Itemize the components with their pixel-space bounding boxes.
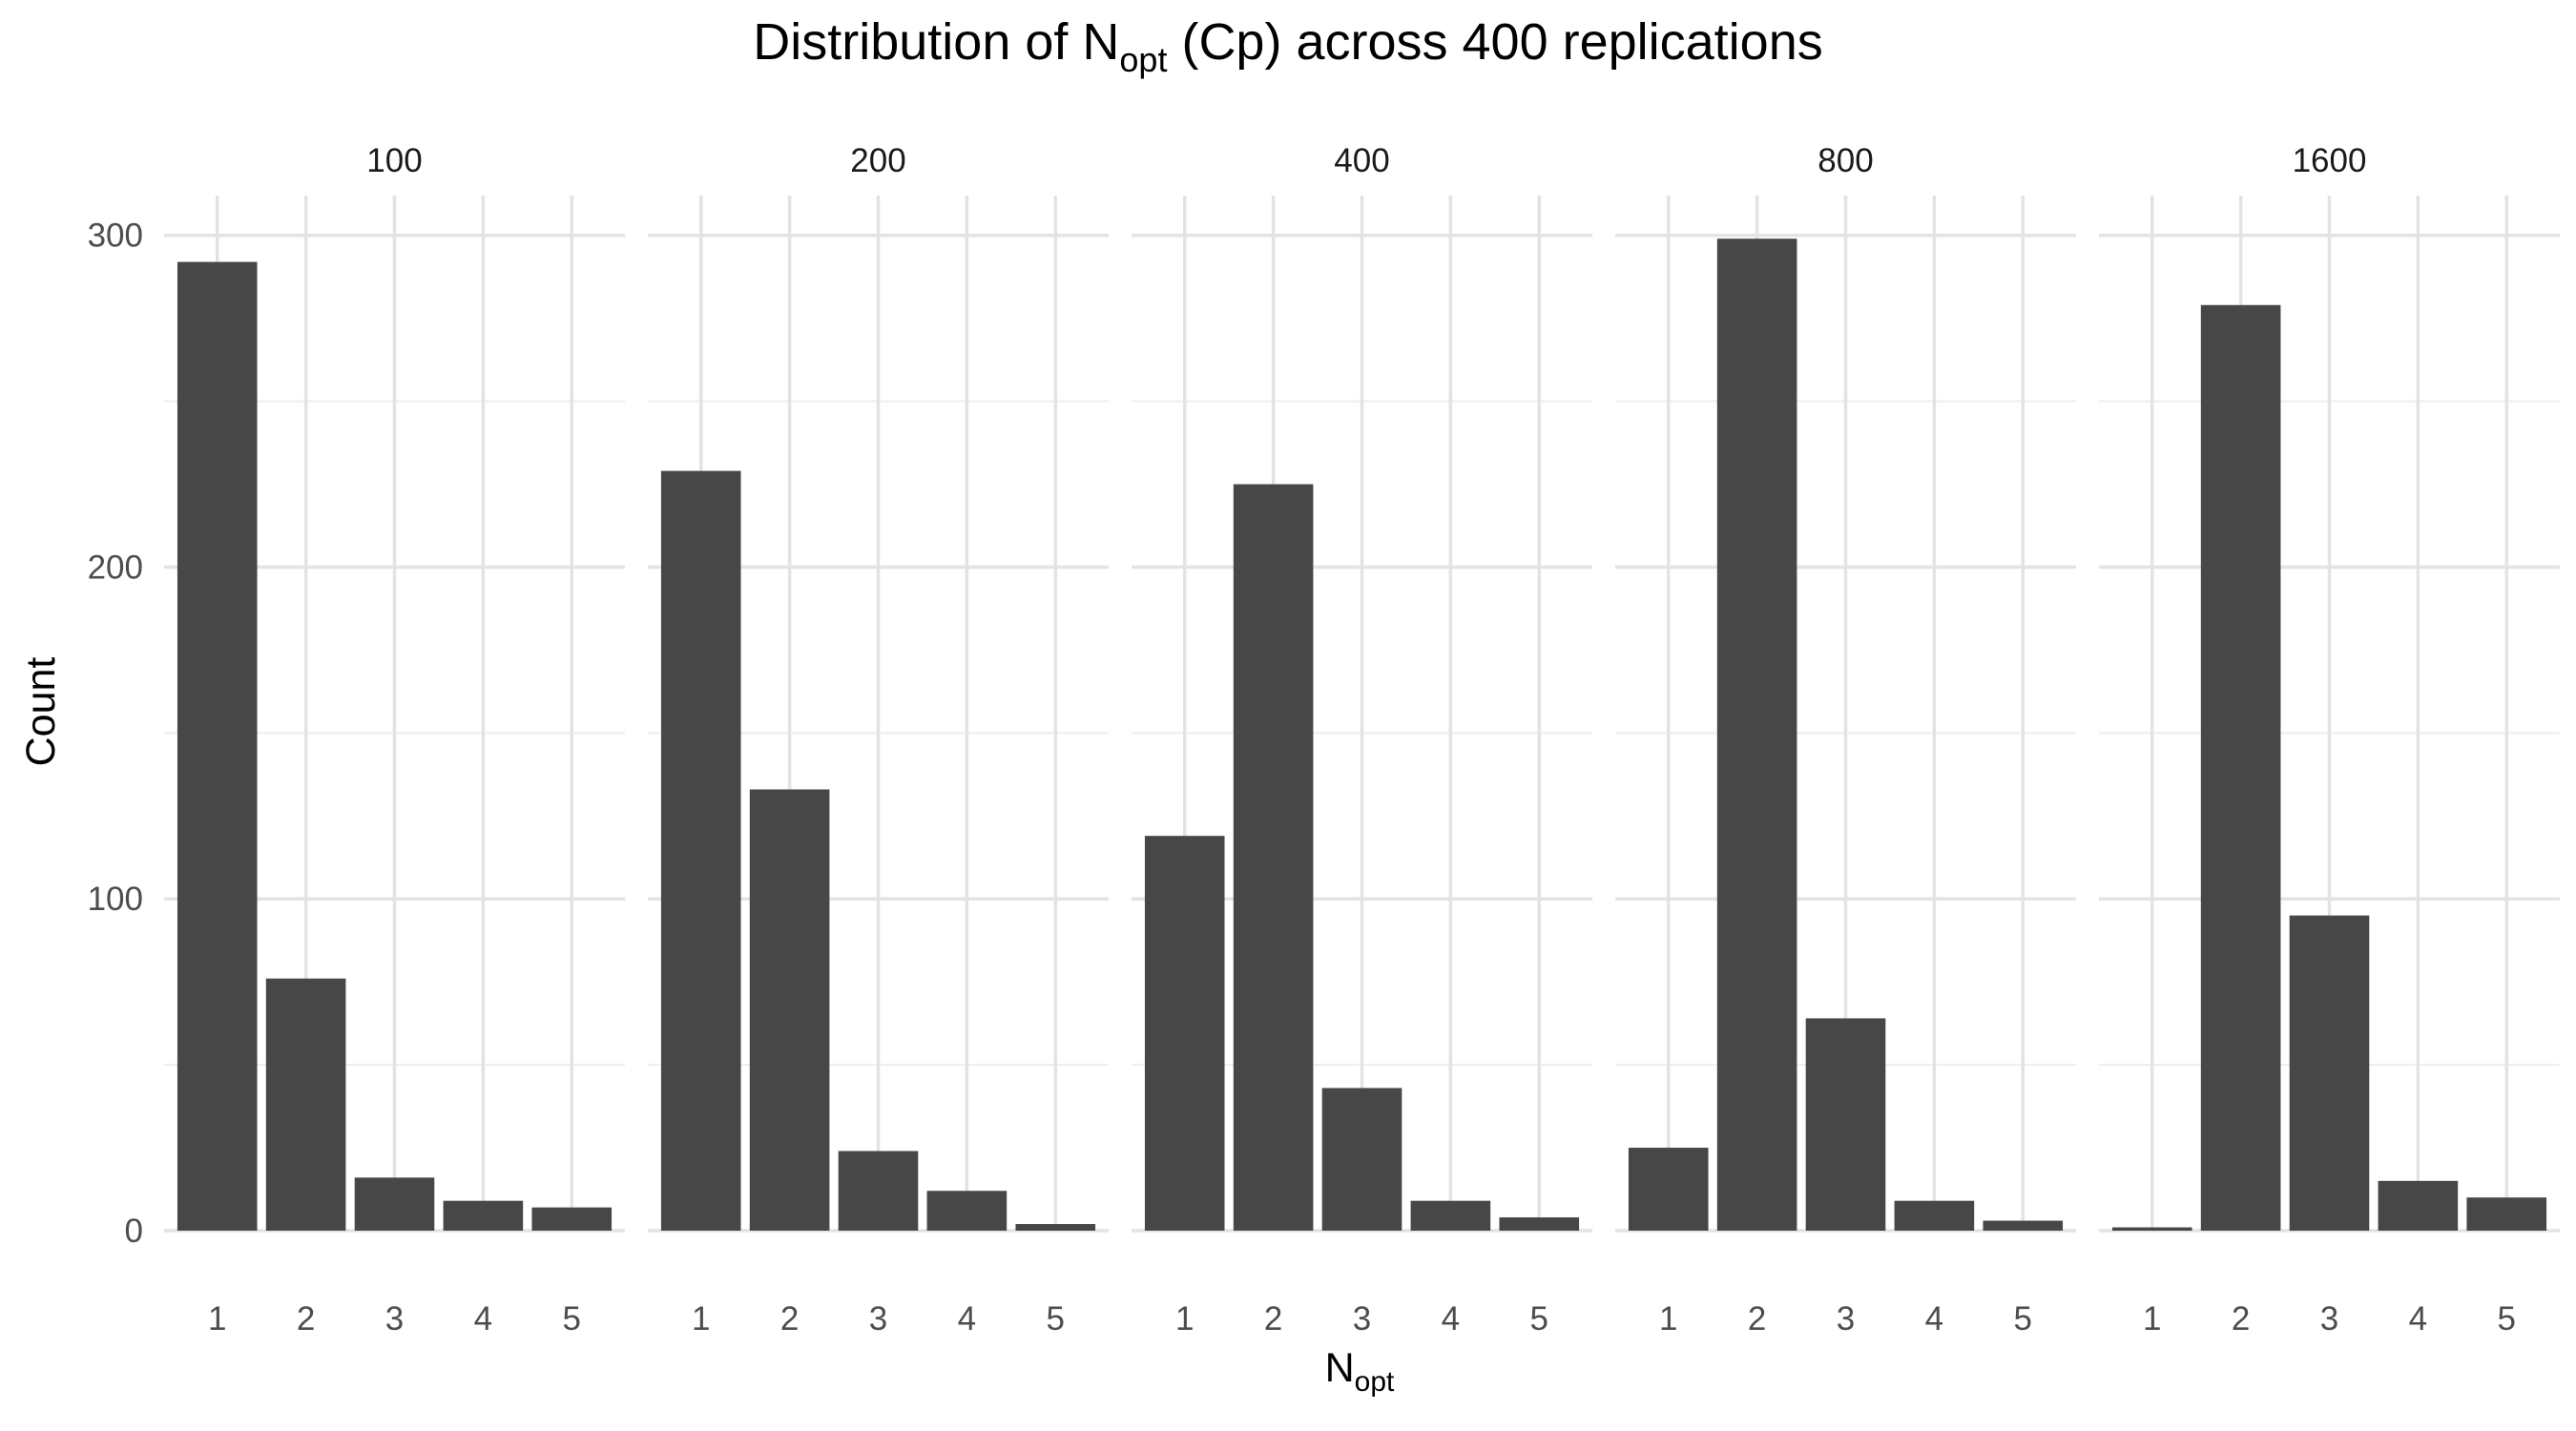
- x-tick-label: 3: [385, 1300, 404, 1338]
- facet-label: 200: [850, 142, 905, 179]
- y-tick-label: 200: [88, 549, 143, 586]
- x-tick-label: 3: [1837, 1300, 1855, 1338]
- facet-label: 1600: [2293, 142, 2367, 179]
- x-axis-label: Nopt: [1325, 1345, 1395, 1398]
- x-tick-label: 1: [208, 1300, 226, 1338]
- x-tick-label: 3: [2320, 1300, 2338, 1338]
- facet-panel-200: 1 2 3 4 5 200: [648, 142, 1109, 1338]
- bar-1600-2: [2200, 304, 2281, 1231]
- x-tick-label: 5: [1530, 1300, 1548, 1338]
- x-tick-label: 2: [2232, 1300, 2250, 1338]
- x-tick-label: 4: [474, 1300, 492, 1338]
- x-tick-label: 1: [692, 1300, 710, 1338]
- facet-label: 100: [366, 142, 422, 179]
- bar-100-1: [177, 261, 258, 1231]
- x-tick-label: 1: [1659, 1300, 1677, 1338]
- bar-800-3: [1805, 1018, 1886, 1231]
- x-tick-label: 5: [2498, 1300, 2516, 1338]
- y-tick-label: 0: [125, 1213, 143, 1250]
- bar-400-4: [1410, 1200, 1491, 1231]
- x-tick-label: 2: [1264, 1300, 1282, 1338]
- y-tick-label: 100: [88, 881, 143, 918]
- bar-800-5: [1983, 1220, 2064, 1231]
- facet-panel-100: 1 2 3 4 5 100: [164, 142, 625, 1338]
- bar-200-2: [749, 789, 830, 1231]
- bar-200-3: [838, 1151, 919, 1231]
- bar-1600-1: [2111, 1227, 2192, 1231]
- y-axis-ticks: 0 100 200 300: [88, 218, 143, 1250]
- bar-200-4: [926, 1191, 1008, 1231]
- facet-panel-1600: 1 2 3 4 5 1600: [2099, 142, 2560, 1338]
- bar-800-1: [1628, 1148, 1709, 1231]
- x-tick-label: 5: [2014, 1300, 2032, 1338]
- facet-label: 400: [1334, 142, 1389, 179]
- bar-1600-5: [2466, 1197, 2547, 1231]
- bar-1600-4: [2378, 1180, 2459, 1231]
- x-tick-label: 4: [2409, 1300, 2427, 1338]
- x-tick-label: 4: [958, 1300, 976, 1338]
- bar-200-1: [660, 470, 741, 1231]
- x-tick-label: 5: [1047, 1300, 1065, 1338]
- x-tick-label: 4: [1925, 1300, 1943, 1338]
- y-tick-label: 300: [88, 218, 143, 255]
- bar-400-1: [1144, 836, 1225, 1231]
- bar-100-5: [531, 1207, 613, 1231]
- facet-panel-400: 1 2 3 4 5 400: [1132, 142, 1592, 1338]
- bar-800-2: [1716, 238, 1797, 1231]
- x-tick-label: 2: [297, 1300, 315, 1338]
- bar-400-2: [1233, 484, 1314, 1231]
- x-tick-label: 5: [563, 1300, 581, 1338]
- bar-200-5: [1015, 1224, 1096, 1231]
- bar-100-4: [443, 1200, 524, 1231]
- bar-400-3: [1321, 1088, 1402, 1231]
- chart-title: Distribution of Nopt (Cp) across 400 rep…: [753, 13, 1823, 79]
- x-tick-label: 3: [869, 1300, 887, 1338]
- facet-panels: 1 2 3 4 5 100 1 2 3 4 5 200 1 2 3 4 5 400 1 2 3 4 5 800 1 2 3 4 5 160…: [164, 142, 2560, 1338]
- bar-100-3: [354, 1177, 435, 1231]
- facet-panel-800: 1 2 3 4 5 800: [1615, 142, 2076, 1338]
- x-tick-label: 3: [1353, 1300, 1371, 1338]
- bar-400-5: [1499, 1217, 1580, 1231]
- y-axis-label: Count: [18, 657, 64, 767]
- x-tick-label: 1: [2143, 1300, 2161, 1338]
- bar-800-4: [1894, 1200, 1975, 1231]
- bar-1600-3: [2289, 915, 2370, 1231]
- x-tick-label: 1: [1175, 1300, 1194, 1338]
- bar-100-2: [265, 978, 346, 1231]
- x-tick-label: 4: [1442, 1300, 1460, 1338]
- x-tick-label: 2: [1748, 1300, 1766, 1338]
- x-tick-label: 2: [780, 1300, 799, 1338]
- facet-label: 800: [1818, 142, 1873, 179]
